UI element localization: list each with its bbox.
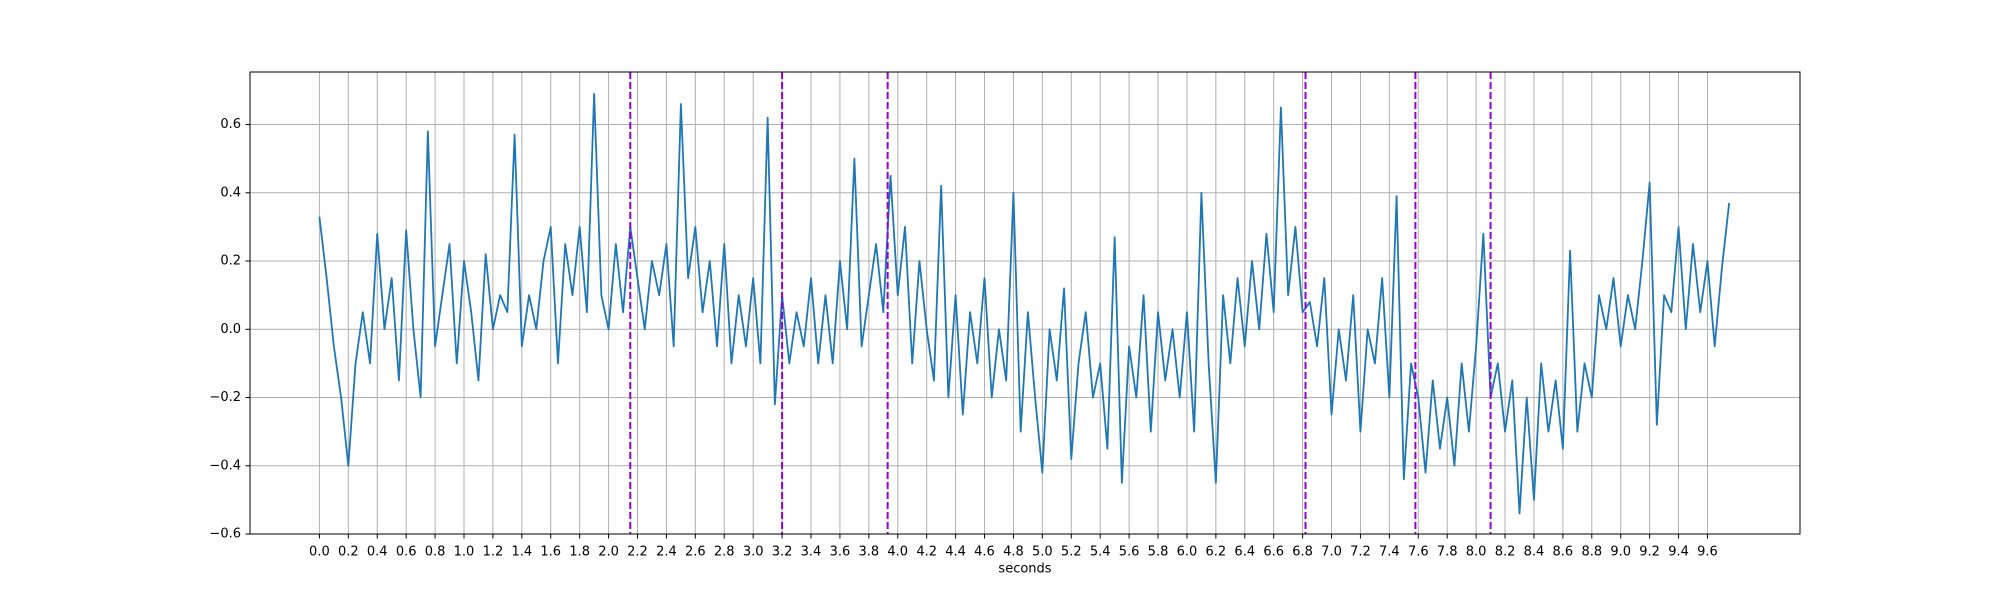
y-tick-label: −0.2 xyxy=(209,390,241,405)
x-tick-label: 3.4 xyxy=(801,545,822,560)
x-tick-label: 2.4 xyxy=(656,545,677,560)
x-tick-label: 0.6 xyxy=(396,545,417,560)
x-tick-label: 0.8 xyxy=(425,545,446,560)
x-tick-label: 1.2 xyxy=(483,545,504,560)
x-tick-label: 9.6 xyxy=(1697,545,1718,560)
x-tick-label: 5.0 xyxy=(1032,545,1053,560)
x-tick-label: 0.2 xyxy=(338,545,359,560)
x-tick-label: 5.8 xyxy=(1148,545,1169,560)
x-tick-label: 3.6 xyxy=(830,545,851,560)
y-tick-label: 0.0 xyxy=(220,322,241,337)
x-tick-label: 4.2 xyxy=(916,545,937,560)
y-tick-label: −0.4 xyxy=(209,458,241,473)
x-tick-label: 7.2 xyxy=(1350,545,1371,560)
x-tick-label: 8.4 xyxy=(1524,545,1545,560)
x-tick-label: 1.6 xyxy=(540,545,561,560)
x-tick-label: 2.6 xyxy=(685,545,706,560)
x-tick-label: 2.8 xyxy=(714,545,735,560)
x-tick-label: 8.6 xyxy=(1553,545,1574,560)
x-tick-label: 7.4 xyxy=(1379,545,1400,560)
x-tick-label: 7.8 xyxy=(1437,545,1458,560)
x-tick-label: 1.8 xyxy=(569,545,590,560)
x-tick-label: 4.6 xyxy=(974,545,995,560)
x-tick-label: 8.0 xyxy=(1466,545,1487,560)
x-tick-label: 7.0 xyxy=(1321,545,1342,560)
x-axis-label: seconds xyxy=(998,562,1051,577)
x-tick-label: 8.2 xyxy=(1495,545,1516,560)
x-tick-label: 9.4 xyxy=(1668,545,1689,560)
y-tick-label: 0.2 xyxy=(220,254,241,269)
x-tick-label: 7.6 xyxy=(1408,545,1429,560)
x-tick-label: 4.0 xyxy=(887,545,908,560)
x-tick-label: 4.8 xyxy=(1003,545,1024,560)
x-tick-label: 0.0 xyxy=(309,545,330,560)
x-tick-label: 2.0 xyxy=(598,545,619,560)
x-tick-label: 9.2 xyxy=(1639,545,1660,560)
x-tick-label: 0.4 xyxy=(367,545,388,560)
x-tick-label: 5.2 xyxy=(1061,545,1082,560)
y-tick-label: −0.6 xyxy=(209,527,241,542)
x-tick-label: 5.6 xyxy=(1119,545,1140,560)
x-tick-label: 4.4 xyxy=(945,545,966,560)
x-tick-label: 6.6 xyxy=(1263,545,1284,560)
x-tick-label: 3.2 xyxy=(772,545,793,560)
x-tick-label: 3.8 xyxy=(858,545,879,560)
y-tick-label: 0.6 xyxy=(220,117,241,132)
x-tick-label: 3.0 xyxy=(743,545,764,560)
x-tick-label: 8.8 xyxy=(1581,545,1602,560)
x-tick-label: 6.0 xyxy=(1177,545,1198,560)
y-tick-label: 0.4 xyxy=(220,185,241,200)
plot-frame xyxy=(249,71,1801,535)
x-tick-label: 1.4 xyxy=(511,545,532,560)
signal-line xyxy=(318,92,1731,515)
x-tick-label: 6.8 xyxy=(1292,545,1313,560)
x-tick-label: 9.0 xyxy=(1610,545,1631,560)
x-tick-label: 6.2 xyxy=(1206,545,1227,560)
x-tick-label: 5.4 xyxy=(1090,545,1111,560)
x-tick-label: 2.2 xyxy=(627,545,648,560)
x-tick-label: 1.0 xyxy=(454,545,475,560)
x-tick-label: 6.4 xyxy=(1234,545,1255,560)
